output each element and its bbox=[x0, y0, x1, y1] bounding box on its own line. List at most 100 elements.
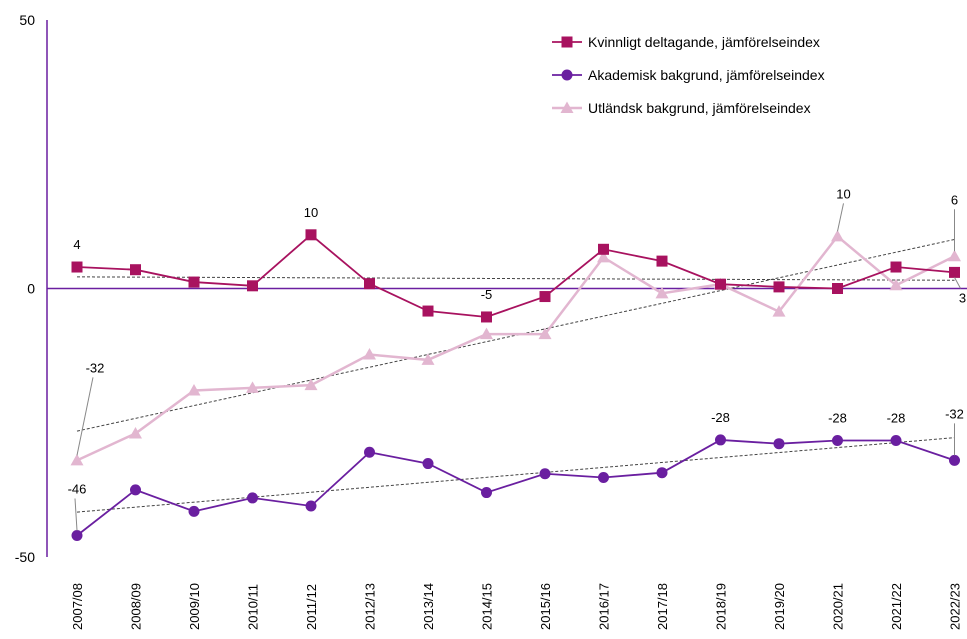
x-tick-label: 2019/20 bbox=[772, 583, 787, 630]
data-point bbox=[421, 353, 435, 365]
data-point bbox=[70, 453, 84, 466]
data-point bbox=[715, 278, 726, 290]
data-point bbox=[656, 467, 668, 479]
data-point bbox=[831, 229, 844, 242]
data-label: -46 bbox=[68, 482, 87, 497]
data-point bbox=[773, 438, 785, 450]
data-point bbox=[364, 446, 375, 458]
data-point bbox=[247, 280, 258, 292]
x-tick-label: 2014/15 bbox=[480, 583, 495, 630]
series-0 bbox=[71, 229, 960, 323]
data-point bbox=[560, 101, 574, 113]
data-point bbox=[598, 243, 609, 255]
data-point bbox=[188, 276, 200, 288]
data-point bbox=[539, 291, 551, 303]
legend: Kvinnligt deltagande, jämförelseindex Aka… bbox=[552, 34, 825, 116]
data-point bbox=[246, 381, 259, 393]
data-point bbox=[304, 378, 318, 391]
data-labels-layer: 4 10 -5 3 -46 -28 -28 -28 -32 -32 10 6 bbox=[68, 186, 966, 531]
data-label: 4 bbox=[73, 237, 80, 252]
data-label: 10 bbox=[836, 186, 850, 201]
trendline bbox=[76, 437, 955, 513]
data-label: -28 bbox=[828, 410, 847, 425]
series-line bbox=[76, 233, 955, 318]
x-tick-label: 2017/18 bbox=[655, 583, 670, 630]
axes-layer: 50 0 -50 2007/08 2008/09 2009/10 2010/11 2011/1… bbox=[15, 12, 967, 630]
data-point bbox=[832, 283, 843, 294]
data-label: -5 bbox=[481, 287, 493, 302]
data-label: -32 bbox=[86, 360, 105, 375]
legend-item: Kvinnligt deltagande, jämförelseindex bbox=[552, 34, 820, 50]
data-label: 6 bbox=[951, 192, 958, 207]
series-1 bbox=[71, 434, 960, 542]
data-point bbox=[364, 278, 375, 290]
leader-line bbox=[954, 277, 961, 289]
data-point bbox=[481, 311, 492, 323]
x-tick-label: 2007/08 bbox=[70, 583, 85, 630]
data-point bbox=[71, 261, 83, 273]
data-point bbox=[422, 305, 434, 317]
legend-item: Akademisk bakgrund, jämförelseindex bbox=[552, 67, 825, 83]
legend-label: Akademisk bakgrund, jämförelseindex bbox=[588, 67, 825, 83]
data-point bbox=[305, 229, 317, 241]
data-point bbox=[363, 348, 376, 360]
legend-item: Utländsk bakgrund, jämförelseindex bbox=[552, 100, 811, 116]
x-tick-label: 2020/21 bbox=[831, 583, 846, 630]
data-point bbox=[480, 327, 493, 340]
series-layer bbox=[70, 229, 961, 542]
x-tick-label: 2011/12 bbox=[304, 584, 319, 630]
y-tick-label: 0 bbox=[27, 281, 35, 297]
data-point bbox=[130, 484, 141, 496]
data-point bbox=[890, 261, 902, 273]
data-point bbox=[948, 249, 961, 262]
legend-label: Utländsk bakgrund, jämförelseindex bbox=[588, 100, 811, 116]
data-label: 3 bbox=[959, 290, 966, 305]
x-tick-label: 2009/10 bbox=[187, 583, 202, 630]
legend-label: Kvinnligt deltagande, jämförelseindex bbox=[588, 34, 820, 50]
series-line bbox=[76, 234, 956, 462]
data-label: -28 bbox=[711, 410, 730, 425]
leader-line bbox=[76, 377, 94, 456]
trendline bbox=[76, 276, 955, 281]
data-point bbox=[889, 278, 903, 291]
data-point bbox=[715, 434, 726, 446]
data-point bbox=[655, 286, 669, 299]
data-label: -28 bbox=[887, 410, 906, 425]
data-point bbox=[305, 500, 317, 512]
data-point bbox=[597, 250, 610, 263]
data-point bbox=[71, 530, 83, 542]
x-tick-label: 2015/16 bbox=[538, 583, 553, 630]
y-tick-label: -50 bbox=[15, 549, 35, 565]
series-2 bbox=[70, 229, 961, 466]
series-line bbox=[76, 439, 955, 537]
data-label: -32 bbox=[945, 406, 964, 421]
data-point bbox=[773, 281, 785, 293]
y-tick-label: 50 bbox=[19, 12, 35, 28]
x-tick-label: 2021/22 bbox=[889, 583, 904, 630]
data-point bbox=[187, 384, 201, 396]
data-point bbox=[130, 264, 141, 276]
data-point bbox=[598, 472, 609, 484]
data-point bbox=[772, 305, 786, 317]
data-point bbox=[890, 434, 902, 446]
x-tick-label: 2010/11 bbox=[246, 584, 261, 630]
x-tick-label: 2008/09 bbox=[129, 583, 144, 630]
x-tick-label: 2016/17 bbox=[597, 583, 612, 630]
data-point bbox=[561, 69, 573, 81]
data-point bbox=[188, 505, 200, 517]
data-point bbox=[949, 266, 960, 278]
x-tick-label: 2018/19 bbox=[714, 583, 729, 630]
data-label: 10 bbox=[304, 205, 318, 220]
x-tick-label: 2022/23 bbox=[948, 583, 963, 630]
data-point bbox=[538, 327, 552, 340]
leader-line bbox=[74, 498, 78, 531]
data-point bbox=[481, 487, 492, 499]
data-point bbox=[129, 426, 142, 439]
x-tick-label: 2013/14 bbox=[421, 583, 436, 630]
data-point bbox=[561, 36, 573, 48]
data-point bbox=[422, 458, 434, 470]
x-tick-label: 2012/13 bbox=[363, 583, 378, 630]
data-point bbox=[949, 454, 960, 466]
